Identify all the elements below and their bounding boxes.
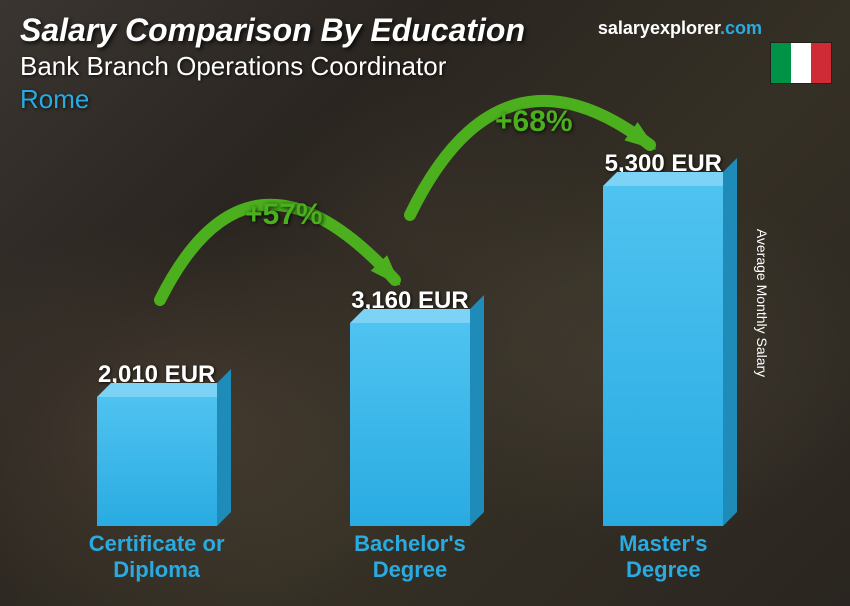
bar-group: 3,160 EUR: [310, 287, 510, 526]
bar-side-face: [217, 369, 231, 526]
country-flag-italy: [770, 42, 832, 84]
bar-top-face: [350, 309, 484, 323]
increase-label: +57%: [245, 198, 323, 232]
bar-category-label: Certificate orDiploma: [57, 531, 257, 584]
bar-group: 5,300 EUR: [563, 150, 763, 526]
chart-subtitle: Bank Branch Operations Coordinator: [20, 51, 830, 82]
flag-stripe-red: [811, 43, 831, 83]
bar-side-face: [723, 158, 737, 526]
chart-area: 2,010 EUR 3,160 EUR 5,300 EUR Certificate …: [30, 140, 790, 586]
bar-side-face: [470, 295, 484, 526]
bar-top-face: [603, 172, 737, 186]
brand-suffix: .com: [720, 18, 762, 38]
bar: [350, 323, 470, 526]
bar-top-face: [97, 383, 231, 397]
bar: [97, 397, 217, 526]
bars-container: 2,010 EUR 3,160 EUR 5,300 EUR: [30, 140, 790, 526]
bar-category-label: Master'sDegree: [563, 531, 763, 584]
bar: [603, 186, 723, 526]
bar-front-face: [97, 397, 217, 526]
increase-label: +68%: [495, 105, 573, 139]
labels-container: Certificate orDiploma Bachelor'sDegree Mas…: [30, 531, 790, 586]
bar-group: 2,010 EUR: [57, 361, 257, 526]
flag-stripe-white: [791, 43, 811, 83]
bar-category-label: Bachelor'sDegree: [310, 531, 510, 584]
bar-front-face: [603, 186, 723, 526]
brand-name: salaryexplorer: [598, 18, 720, 38]
bar-front-face: [350, 323, 470, 526]
brand-logo: salaryexplorer.com: [598, 18, 762, 39]
chart-location: Rome: [20, 84, 830, 115]
flag-stripe-green: [771, 43, 791, 83]
